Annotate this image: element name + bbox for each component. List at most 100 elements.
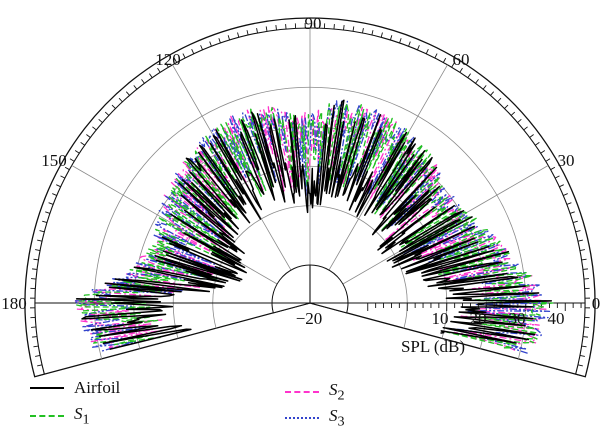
rim-tick [191, 49, 195, 54]
sector-outline [24, 17, 596, 378]
rim-tick [554, 175, 560, 179]
rim-tick [125, 91, 130, 96]
data-lines [72, 99, 554, 354]
rim-tick [149, 73, 153, 78]
rim-tick [182, 53, 186, 59]
rim-tick [434, 53, 438, 59]
rim-tick [227, 35, 231, 41]
rim-tick [577, 239, 583, 242]
rim-tick [408, 41, 411, 47]
rim-tick [343, 25, 345, 31]
rim-tick [32, 336, 38, 338]
angle-label-30: 30 [558, 151, 575, 170]
radial-axis-title: SPL (dB) [401, 337, 465, 356]
rim-tick [569, 211, 575, 214]
rim-tick [380, 32, 383, 38]
rim-tick [352, 26, 355, 32]
legend: Airfoil S1S1 S2S2 S3S3 [30, 376, 530, 430]
rim-tick [33, 345, 39, 348]
rim-tick [52, 193, 58, 196]
rim-tick [504, 104, 509, 109]
rim-tick [64, 166, 70, 171]
rim-tick [517, 118, 522, 123]
rim-tick [209, 41, 212, 47]
rim-tick [581, 345, 587, 348]
rim-tick [581, 258, 587, 261]
rim-tick [371, 30, 374, 36]
series-line-s3 [73, 100, 551, 354]
rim-tick [39, 230, 45, 233]
rim-tick [265, 26, 268, 32]
angle-label-60: 60 [453, 50, 470, 69]
rim-tick [56, 184, 61, 188]
legend-label-s3: S3S3 [329, 405, 345, 430]
rim-tick [98, 118, 103, 123]
rim-tick [389, 35, 393, 41]
rim-tick [275, 25, 277, 31]
rim-tick [256, 28, 258, 34]
legend-swatch-s1 [30, 415, 64, 417]
rim-tick [69, 158, 75, 162]
legend-label-airfoil: Airfoil [74, 378, 121, 397]
radial-label: −20 [296, 309, 323, 328]
rim-tick [575, 373, 581, 376]
rim-tick [104, 111, 110, 116]
grid-spoke-30 [342, 165, 549, 285]
rim-tick [165, 62, 169, 68]
axis-labels: 0 30 60 90 120 150 180 −20 10 20 30 40 SPL (dB) [1, 14, 600, 356]
rim-tick [579, 355, 585, 357]
legend-item-airfoil: Airfoil [30, 376, 120, 400]
rim-tick [535, 142, 540, 146]
rim-tick [559, 184, 564, 188]
rim-tick [529, 134, 534, 138]
rim-tick [540, 150, 546, 154]
rim-tick [451, 62, 455, 68]
rim-tick [118, 97, 123, 103]
rim-tick [80, 142, 85, 146]
rim-tick [362, 28, 364, 34]
rim-tick [579, 249, 585, 251]
rim-tick [510, 111, 516, 116]
rim-tick [86, 134, 91, 138]
series-line-airfoil [75, 99, 553, 351]
rim-tick [582, 268, 588, 270]
rim-tick [39, 373, 45, 376]
rim-tick [37, 364, 43, 367]
rim-tick [467, 73, 471, 78]
rim-tick [577, 364, 583, 367]
rim-tick [566, 202, 572, 205]
legend-swatch-s2 [285, 391, 319, 393]
rim-tick [48, 202, 54, 205]
radial-label: 10 [432, 309, 449, 328]
rim-tick [246, 30, 249, 36]
rim-tick [133, 85, 138, 90]
rim-tick [459, 67, 463, 73]
legend-item-s3: S3S3 [285, 406, 345, 430]
rim-tick [523, 126, 528, 131]
legend-swatch-airfoil [30, 387, 64, 389]
rim-tick [550, 166, 556, 171]
rim-tick [32, 268, 38, 270]
rim-tick [157, 67, 161, 73]
rim-tick [35, 249, 41, 251]
rim-tick [33, 258, 39, 261]
rim-tick [74, 150, 80, 154]
rim-tick [92, 126, 97, 131]
rim-tick [417, 45, 420, 51]
angle-label-150: 150 [41, 151, 67, 170]
rim-tick [141, 79, 145, 84]
rim-tick [35, 355, 41, 357]
rim-tick [111, 104, 116, 109]
legend-swatch-s3 [285, 417, 319, 419]
rim-tick [200, 45, 203, 51]
rim-tick [173, 57, 178, 63]
rim-tick [237, 32, 240, 38]
rim-tick [42, 220, 48, 224]
rim-tick [497, 97, 502, 103]
rim-tick [572, 220, 578, 224]
rim-tick [218, 38, 221, 44]
legend-label-s1: S1S1 [74, 403, 90, 428]
legend-item-s2: S2S2 [285, 380, 345, 404]
rim-tick [562, 193, 568, 196]
